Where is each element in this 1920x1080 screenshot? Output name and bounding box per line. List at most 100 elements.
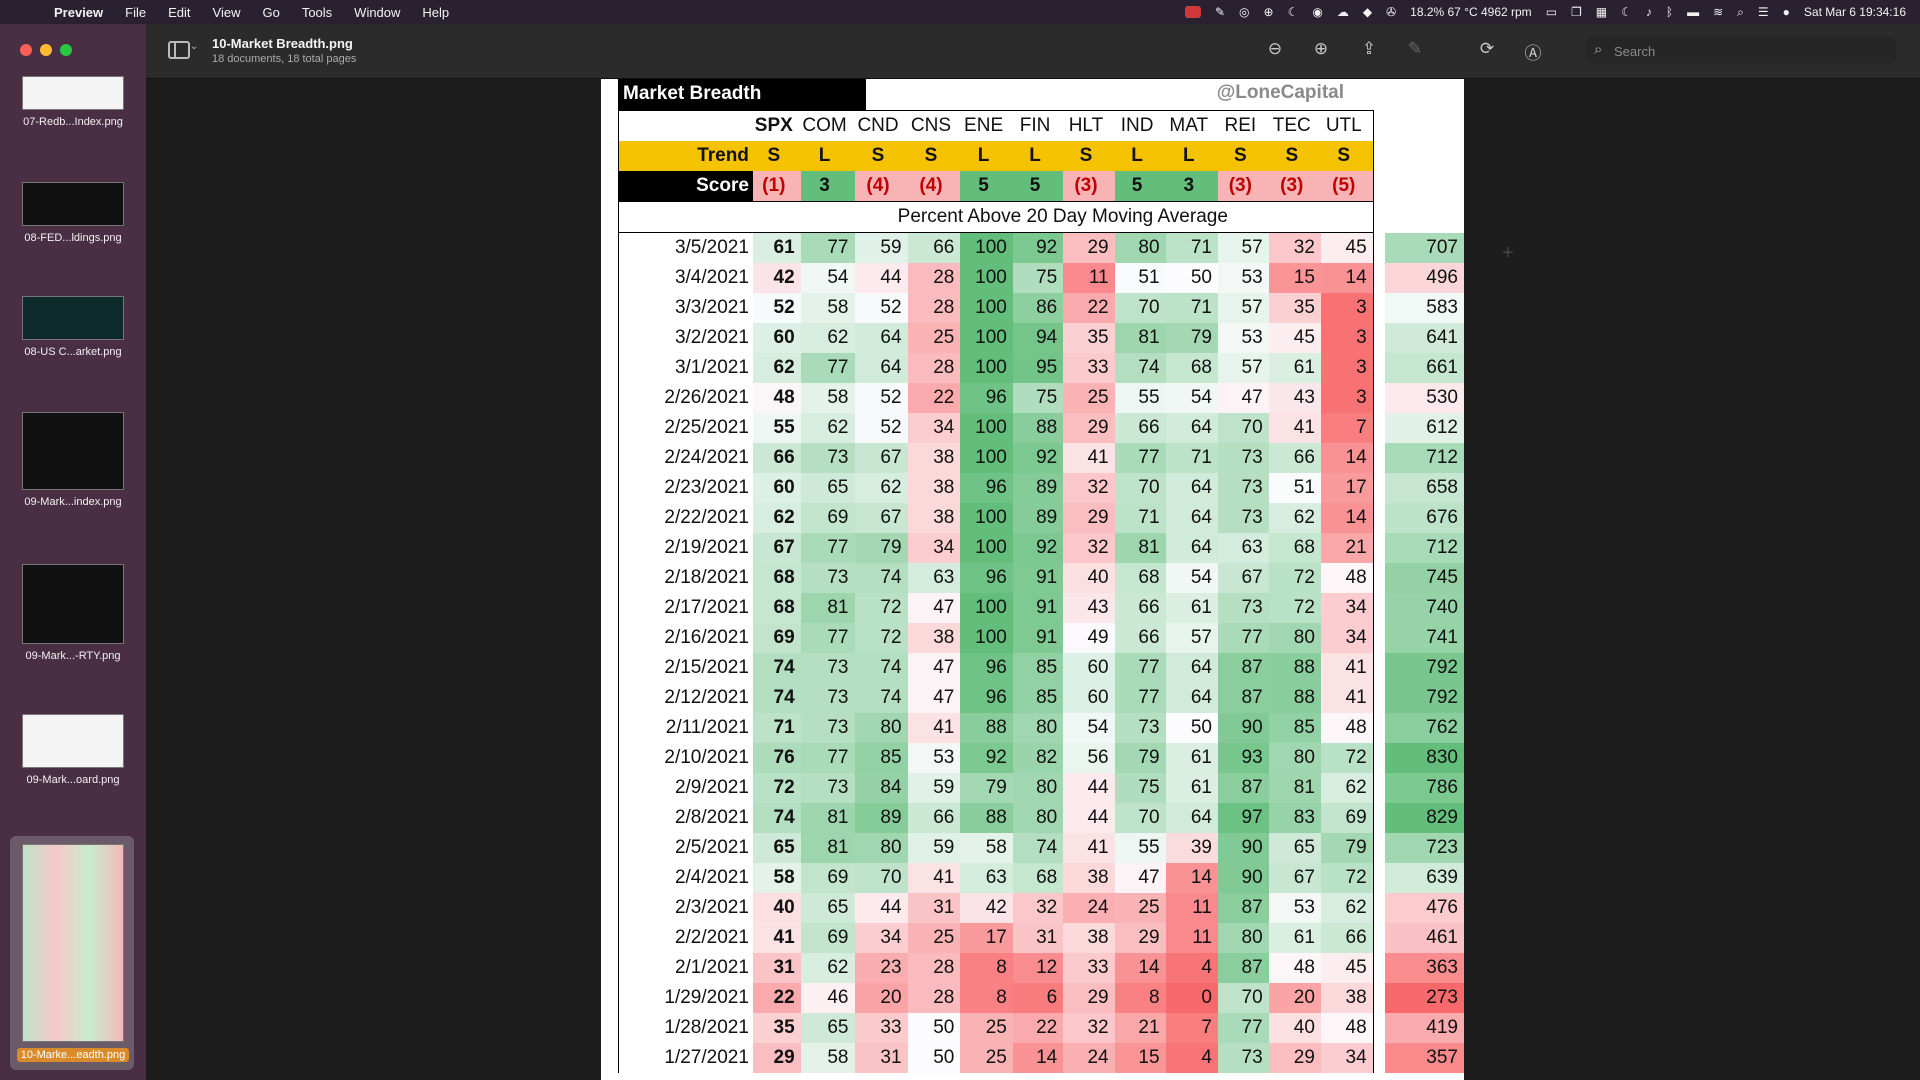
- value-cell: 71: [1114, 503, 1166, 533]
- value-cell: 69: [1320, 803, 1374, 833]
- menu-view[interactable]: View: [212, 4, 241, 20]
- value-cell: 39: [1165, 833, 1218, 863]
- thumbnail-item[interactable]: 08-US C...arket.png: [0, 296, 146, 358]
- value-cell: 67: [752, 533, 801, 563]
- trend-cell: S: [1217, 141, 1269, 171]
- value-cell: 90: [1217, 863, 1269, 893]
- zoom-out-icon[interactable]: ⊖: [1267, 39, 1283, 58]
- cloud-icon[interactable]: ☁: [1336, 5, 1349, 19]
- value-cell: 46: [800, 983, 855, 1013]
- zoom-window-button[interactable]: [60, 44, 72, 56]
- value-cell: 80: [1012, 713, 1064, 743]
- value-cell: 75: [1012, 263, 1064, 293]
- sidebar-toggle-icon[interactable]: [168, 41, 190, 59]
- menu-tools[interactable]: Tools: [301, 4, 333, 20]
- total-cell: 530: [1385, 383, 1464, 413]
- minimize-window-button[interactable]: [40, 44, 52, 56]
- value-cell: 3: [1320, 383, 1374, 413]
- display-icon[interactable]: ▭: [1545, 5, 1558, 19]
- value-cell: 70: [1114, 473, 1166, 503]
- value-cell: 32: [1063, 473, 1115, 503]
- thumbnail-item[interactable]: 09-Mark...index.png: [0, 412, 146, 508]
- markup-icon[interactable]: Ⓐ: [1524, 44, 1542, 63]
- eye-icon[interactable]: ◉: [1312, 5, 1323, 19]
- thumbnail-item[interactable]: 07-Redb...Index.png: [0, 76, 146, 128]
- thumbnail-item[interactable]: 09-Mark...-RTY.png: [0, 564, 146, 662]
- markup-pen-icon[interactable]: ✎: [1407, 39, 1423, 58]
- value-cell: 50: [1165, 263, 1218, 293]
- wifi-icon[interactable]: ≋: [1713, 5, 1724, 19]
- spacer-cell: [1373, 863, 1386, 893]
- search-input[interactable]: [1612, 40, 1886, 62]
- calendar-icon[interactable]: ▦: [1595, 5, 1608, 19]
- close-window-button[interactable]: [20, 44, 32, 56]
- volume-icon[interactable]: ♪: [1645, 5, 1652, 19]
- thumbnail-sidebar[interactable]: 07-Redb...Index.png 08-FED...ldings.png …: [0, 24, 146, 1080]
- value-cell: 77: [1217, 1013, 1269, 1043]
- spotlight-icon[interactable]: ⌕: [1737, 4, 1744, 19]
- value-cell: 74: [854, 653, 908, 683]
- value-cell: 48: [1268, 953, 1321, 983]
- thumbnail-item[interactable]: 09-Mark...oard.png: [0, 714, 146, 786]
- menu-help[interactable]: Help: [422, 4, 450, 20]
- column-header-ind: IND: [1114, 110, 1166, 141]
- spacer-cell: [1373, 983, 1386, 1013]
- globe-icon[interactable]: ⊕: [1263, 5, 1274, 19]
- document-viewport[interactable]: Market Breadth @LoneCapital SPX COM CND CNS…: [146, 79, 1920, 1080]
- total-cell: 830: [1385, 743, 1464, 773]
- sync-icon[interactable]: ◎: [1239, 5, 1250, 19]
- share-icon[interactable]: ⇪: [1361, 39, 1377, 58]
- value-cell: 93: [1217, 743, 1269, 773]
- system-stats[interactable]: 18.2% 67 °C 4962 rpm: [1410, 5, 1532, 19]
- battery-icon[interactable]: ▬: [1687, 5, 1700, 19]
- pen-icon[interactable]: ✎: [1214, 5, 1226, 19]
- window-icon[interactable]: ❐: [1571, 5, 1582, 19]
- clock[interactable]: Sat Mar 6 19:34:16: [1803, 5, 1906, 19]
- value-cell: 85: [1012, 683, 1064, 713]
- value-cell: 45: [1320, 232, 1374, 263]
- value-cell: 89: [854, 803, 908, 833]
- trend-cell: L: [960, 141, 1013, 171]
- menu-window[interactable]: Window: [354, 4, 401, 20]
- value-cell: 25: [960, 1013, 1013, 1043]
- value-cell: 54: [1165, 383, 1218, 413]
- table-row: 2/17/2021 68 81 72 47 100 91 43 66 61 73 72 34 740: [617, 593, 1464, 623]
- moon-icon[interactable]: ☾: [1287, 5, 1299, 19]
- fan-icon[interactable]: ✇: [1386, 5, 1397, 19]
- menu-file[interactable]: File: [125, 4, 147, 20]
- menu-go[interactable]: Go: [262, 4, 280, 20]
- search-field[interactable]: ⌕: [1586, 37, 1896, 63]
- spacer-cell: [1373, 683, 1386, 713]
- thumbnail-item[interactable]: 08-FED...ldings.png: [0, 182, 146, 244]
- chevron-down-icon[interactable]: ⌄: [190, 41, 199, 52]
- menu-edit[interactable]: Edit: [168, 4, 191, 20]
- value-cell: 35: [1268, 293, 1321, 323]
- zoom-in-icon[interactable]: ⊕: [1313, 39, 1329, 58]
- value-cell: 28: [907, 263, 961, 293]
- thumbnail-item-selected[interactable]: 10-Marke...eadth.png: [0, 836, 146, 1070]
- siri-icon[interactable]: ●: [1782, 5, 1790, 19]
- value-cell: 81: [800, 803, 855, 833]
- value-cell: 34: [907, 533, 961, 563]
- table-row: 2/8/2021 74 81 89 66 88 80 44 70 64 97 83 69 829: [617, 803, 1464, 833]
- bluetooth-icon[interactable]: ᛒ: [1665, 5, 1674, 19]
- value-cell: 96: [960, 563, 1013, 593]
- focus-icon[interactable]: ☾: [1621, 5, 1632, 19]
- total-cell: 612: [1385, 413, 1464, 443]
- spacer-cell: [1373, 623, 1386, 653]
- record-icon[interactable]: [1184, 6, 1201, 18]
- table-row: 2/23/2021 60 65 62 38 96 89 32 70 64 73 51 17 658: [617, 473, 1464, 503]
- menu-bar: Preview File Edit View Go Tools Window H…: [0, 0, 1920, 24]
- total-cell: 676: [1385, 503, 1464, 533]
- column-header-mat: MAT: [1165, 110, 1218, 141]
- value-cell: 77: [800, 353, 855, 383]
- value-cell: 66: [1114, 593, 1166, 623]
- value-cell: 77: [800, 232, 855, 263]
- value-cell: 68: [1012, 863, 1064, 893]
- value-cell: 61: [1165, 773, 1218, 803]
- control-center-icon[interactable]: ☰: [1757, 5, 1769, 19]
- value-cell: 44: [854, 263, 908, 293]
- shield-icon[interactable]: ◆: [1362, 5, 1373, 19]
- rotate-icon[interactable]: ⟳: [1479, 39, 1495, 58]
- menu-app-name[interactable]: Preview: [54, 4, 104, 20]
